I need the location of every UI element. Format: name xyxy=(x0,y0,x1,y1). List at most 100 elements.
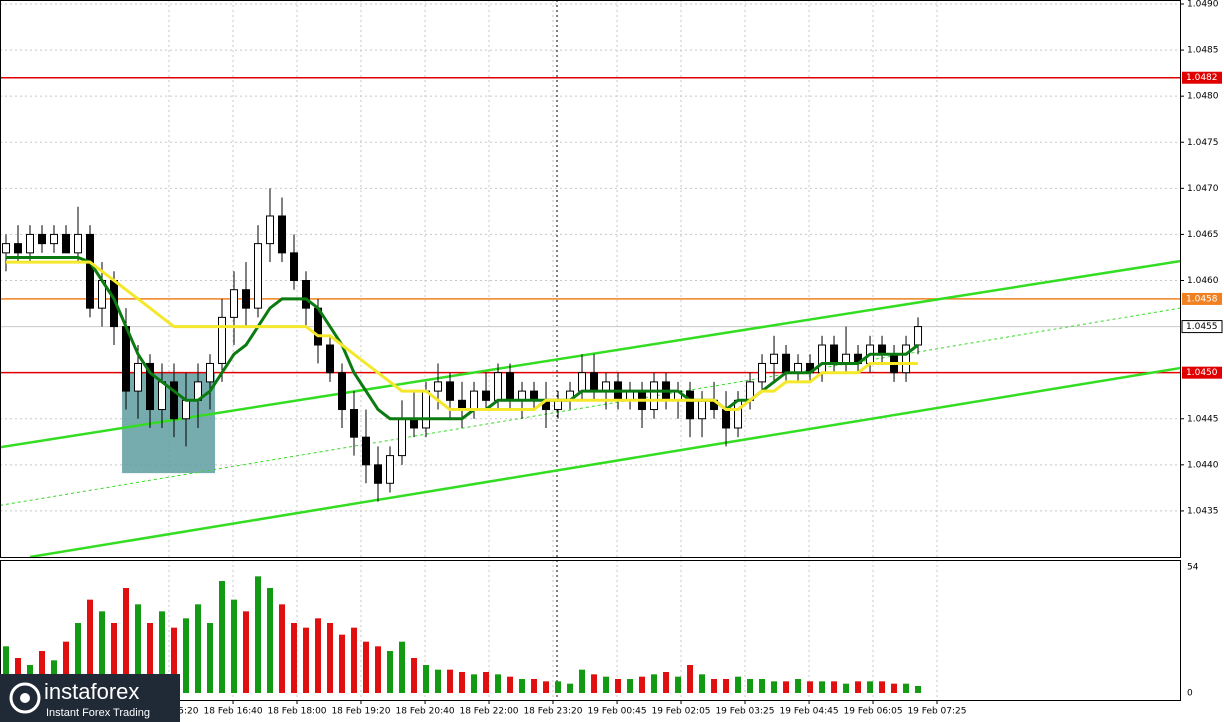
candle-body xyxy=(62,233,71,254)
plot-layer xyxy=(0,76,1181,693)
volume-bar xyxy=(495,674,502,693)
volume-bar xyxy=(519,679,526,693)
candle-body xyxy=(326,344,335,374)
candle-body xyxy=(2,243,11,254)
y-tick-label: 1.0440 xyxy=(1187,460,1219,470)
y-tick-label: 1.0435 xyxy=(1187,506,1219,516)
candle-body xyxy=(590,372,599,392)
logo-icon-core xyxy=(20,693,30,703)
logo-name: instaforex xyxy=(44,679,139,704)
y-tick-label: 1.0490 xyxy=(1187,0,1219,10)
volume-bar xyxy=(555,681,562,693)
volume-bar xyxy=(627,679,634,693)
candle-body xyxy=(230,289,239,318)
volume-bar xyxy=(207,623,214,693)
price-level-label: 1.0482 xyxy=(1186,73,1218,83)
candle-body xyxy=(830,344,839,364)
volume-bar xyxy=(255,576,262,693)
candle-body xyxy=(182,399,191,420)
volume-bar xyxy=(759,679,766,693)
candle-body xyxy=(374,464,383,484)
x-tick-label: 19 Feb 02:05 xyxy=(651,707,710,717)
volume-bar xyxy=(795,679,802,693)
y-tick-label: 1.0470 xyxy=(1187,184,1219,194)
candle-body xyxy=(290,252,299,282)
volume-bar xyxy=(507,676,514,693)
volume-bar xyxy=(783,681,790,693)
volume-bar xyxy=(303,627,310,693)
y-tick-label: 1.0475 xyxy=(1187,138,1219,148)
volume-bar xyxy=(891,683,898,693)
candle-body xyxy=(398,418,407,457)
y-tick-label: 1.0460 xyxy=(1187,276,1219,286)
candle-body xyxy=(350,409,359,438)
volume-bar xyxy=(111,623,118,693)
candle-body xyxy=(734,399,743,429)
price-level-tag xyxy=(1182,71,1222,84)
volume-bar xyxy=(675,676,682,693)
x-tick-label: 18 Feb 19:20 xyxy=(331,707,390,717)
candle-body xyxy=(650,381,659,411)
logo-icon xyxy=(9,682,41,714)
volume-bar xyxy=(279,604,286,693)
volume-bar xyxy=(471,674,478,693)
volume-bar xyxy=(399,641,406,693)
volume-bar xyxy=(771,681,778,693)
volume-bar xyxy=(807,681,814,693)
price-level-tag xyxy=(1182,292,1222,305)
volume-bar xyxy=(375,646,382,693)
y-tick-label: 1.0485 xyxy=(1187,46,1219,56)
candle-body xyxy=(578,372,587,392)
candle-body xyxy=(74,233,83,254)
y-tick-label: 1.0445 xyxy=(1187,414,1219,424)
candle-body xyxy=(122,326,131,392)
candle-body xyxy=(434,381,443,392)
volume-bar xyxy=(591,674,598,693)
volume-bar xyxy=(699,674,706,693)
volume-bar xyxy=(843,683,850,693)
candle-body xyxy=(686,390,695,420)
candle-body xyxy=(14,243,23,254)
volume-bar xyxy=(687,665,694,693)
volume-bar xyxy=(735,676,742,693)
volume-bar xyxy=(483,672,490,693)
volume-bar xyxy=(747,679,754,693)
volume-bar xyxy=(579,669,586,693)
volume-bar xyxy=(615,679,622,693)
volume-bar xyxy=(3,646,10,693)
volume-bar xyxy=(219,581,226,693)
candle-body xyxy=(482,390,491,401)
trend-line xyxy=(0,259,1181,449)
candle-body xyxy=(698,399,707,420)
y-tick-label: 1.0465 xyxy=(1187,230,1219,240)
candle-body xyxy=(38,233,47,245)
volume-bar xyxy=(195,604,202,693)
volume-bar xyxy=(819,681,826,693)
volume-bar xyxy=(711,679,718,693)
candle-body xyxy=(218,316,227,364)
candle-body xyxy=(146,362,155,411)
candle-body xyxy=(494,372,503,401)
volume-bar xyxy=(531,679,538,693)
candle-body xyxy=(902,344,911,374)
volume-bar xyxy=(351,627,358,693)
volume-bar xyxy=(639,676,646,693)
volume-bar xyxy=(423,665,430,693)
volume-bar xyxy=(87,599,94,693)
price-level-label: 1.0458 xyxy=(1186,294,1218,304)
volume-bar xyxy=(567,683,574,693)
price-level-label: 1.0450 xyxy=(1186,368,1218,378)
candle-body xyxy=(758,362,767,383)
x-tick-label: 18 Feb 20:40 xyxy=(396,707,455,717)
x-tick-label: 18 Feb 16:40 xyxy=(204,707,263,717)
candle-body xyxy=(50,233,59,245)
candle-body xyxy=(386,455,395,484)
candle-body xyxy=(506,372,515,401)
volume-bar xyxy=(447,669,454,693)
candle-body xyxy=(134,362,143,392)
candle-body xyxy=(338,372,347,411)
logo: instaforex Instant Forex Trading xyxy=(0,674,180,722)
